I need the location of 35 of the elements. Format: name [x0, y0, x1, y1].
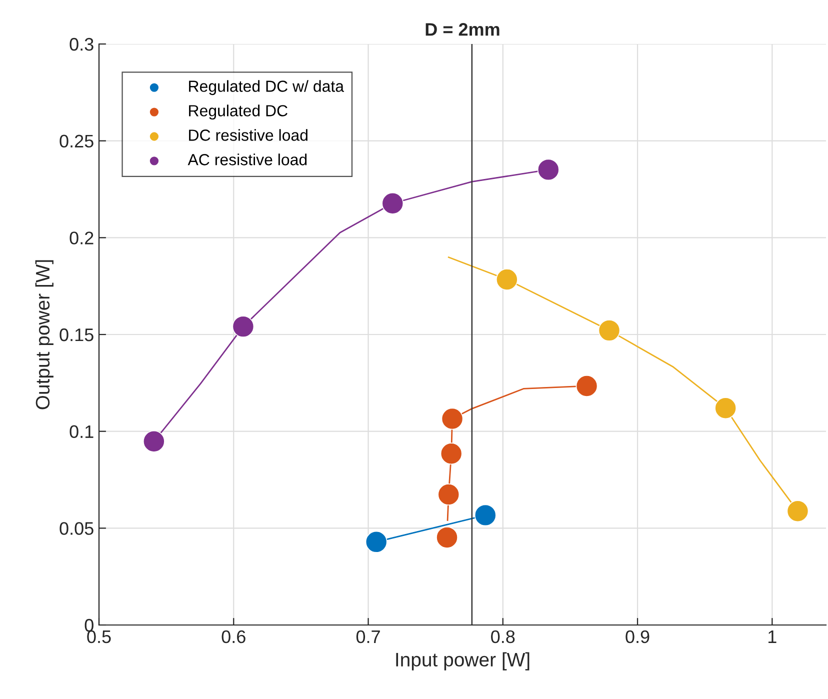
point [440, 442, 462, 465]
legend-label: Regulated DC [189, 104, 288, 120]
point [496, 268, 518, 290]
point [474, 504, 496, 526]
x-tick-label: 0.6 [222, 630, 246, 644]
y-tick-label: 0.15 [60, 328, 94, 342]
x-tick-label: 0.8 [491, 630, 515, 644]
point [537, 158, 560, 181]
x-tick-label: 1 [768, 630, 776, 643]
x-tick-label: 0.5 [87, 630, 111, 644]
point [142, 430, 165, 452]
y-tick-label: 0.1 [70, 425, 94, 438]
point [382, 192, 404, 214]
x-axis-title: Input power [W] [396, 652, 530, 670]
point [438, 484, 460, 506]
y-axis-title: Output power [W] [35, 260, 54, 410]
y-tick-label: 0 [84, 618, 94, 632]
x-tick-label: 0.7 [356, 630, 380, 644]
point [232, 316, 254, 338]
y-tick-label: 0.2 [70, 232, 94, 244]
chart-title: D = 2mm [426, 23, 500, 36]
y-tick-label: 0.3 [70, 38, 94, 51]
legend-label: DC resistive load [189, 129, 308, 141]
y-tick-label: 0.25 [60, 134, 94, 148]
legend-label: Regulated DC w/ data [189, 80, 344, 96]
legend-label: AC resistive load [188, 154, 307, 166]
point [786, 500, 809, 522]
point [441, 408, 464, 430]
point [365, 530, 388, 553]
point [598, 319, 620, 342]
y-tick-label: 0.05 [60, 522, 94, 535]
point [436, 526, 458, 548]
point [714, 397, 737, 420]
point [576, 375, 598, 397]
x-tick-label: 0.9 [626, 630, 650, 644]
